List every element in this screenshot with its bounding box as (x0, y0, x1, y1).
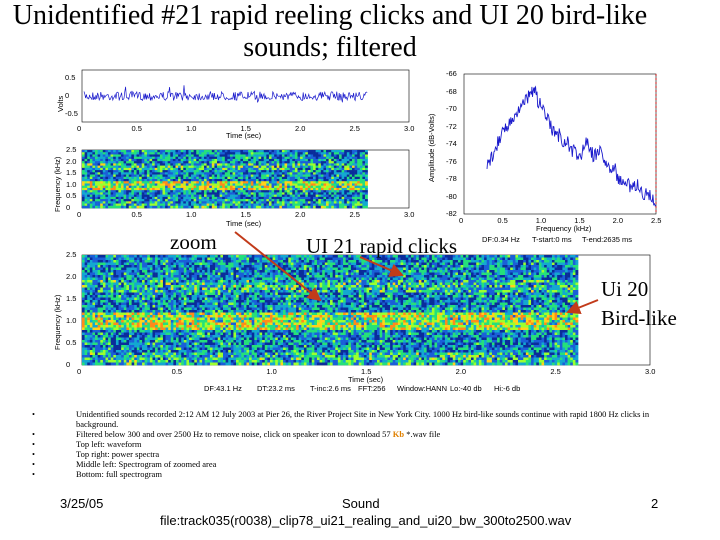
full-spectrogram-x-tick-label: 2.5 (550, 367, 561, 376)
waveform-ylabel: Volts (56, 95, 65, 112)
full-spectrogram-info-item: Hi:-6 db (494, 384, 521, 393)
power-spectrum-y-tick-label: -70 (446, 104, 457, 113)
zoom-spectrogram-y-tick-label: 1.5 (66, 168, 77, 178)
zoom-spectrogram-x-tick-label: 0 (77, 210, 82, 219)
zoom-spectrogram-x-tick-label: 1.0 (186, 210, 197, 219)
waveform-panel: Volts 0.5 0 -0.5 0 0.5 1.0 1.5 2.0 2.5 3.0 Time … (52, 66, 422, 144)
power-spectrum-y-tick-label: -66 (446, 69, 457, 78)
full-spectrogram-x-tick-label: 3.0 (645, 367, 656, 376)
waveform-x-tick-label: 3.0 (404, 124, 415, 133)
note-item-download: • Filtered below 300 and over 2500 Hz to … (32, 429, 441, 439)
power-spectrum-x-tick-label: 1.5 (574, 216, 585, 225)
full-spectrogram-info-item: Lo:-40 db (450, 384, 482, 393)
full-spectrogram-info-item: DF:43.1 Hz (204, 384, 242, 393)
note-item: • Middle left: Spectrogram of zoomed area (32, 459, 217, 469)
note-item: • Bottom: full spectrogram (32, 469, 162, 479)
waveform-x-tick-label: 0.5 (131, 124, 142, 133)
zoom-callout: zoom (170, 230, 217, 254)
full-spectrogram-x-tick-label: 1.5 (361, 367, 372, 376)
waveform-line (83, 85, 368, 103)
full-spectrogram-info-item: DT:23.2 ms (257, 384, 295, 393)
footer-sound-file[interactable]: file:track035(r0038)_clip78_ui21_realing… (160, 513, 572, 528)
full-spectrogram-y-tick-label: 1.5 (66, 294, 77, 303)
full-spectrogram-x-tick-label: 1.0 (266, 367, 277, 376)
power-spectrum-y-tick-label: -82 (446, 209, 457, 218)
power-spectrum-plot (463, 73, 657, 215)
full-spectrogram-info-item: Window:HANN (397, 384, 448, 393)
waveform-y-tick-label: 0 (65, 91, 70, 100)
power-spectrum-tend: T-end:2635 ms (582, 235, 633, 244)
power-spectrum-xlabel: Frequency (kHz) (536, 224, 592, 233)
waveform-x-tick-label: 1.0 (186, 124, 197, 133)
zoom-spectrogram-y-tick-label: 2.5 (66, 145, 77, 154)
zoom-spectrogram-plot (81, 149, 410, 209)
waveform-y-tick-label: 0.5 (65, 73, 76, 82)
full-spectrogram-x-tick-label: 0.5 (171, 367, 183, 376)
zoom-spectrogram-xlabel: Time (sec) (226, 219, 262, 228)
full-spectrogram-x-tick-label: 0 (77, 367, 82, 376)
full-spectrogram-y-tick-label: 0 (66, 360, 71, 369)
zoom-spectrogram-y-tick-label: 0 (66, 203, 71, 212)
zoom-spectrogram-x-tick-label: 3.0 (404, 210, 415, 219)
power-spectrum-line (486, 85, 657, 207)
footer-page-number: 2 (651, 496, 659, 511)
download-size-link[interactable]: Kb (392, 429, 405, 439)
waveform-x-tick-label: 2.5 (349, 124, 360, 133)
full-spectrogram-y-tick-label: 2.5 (66, 250, 77, 259)
zoom-spectrogram-y-tick-label: 1.0 (66, 179, 77, 189)
full-spectrogram-ylabel: Frequency (kHz) (53, 294, 62, 350)
zoom-spectrogram-x-tick-label: 2.0 (295, 210, 306, 219)
zoom-spectrogram-x-tick-label: 1.5 (240, 210, 251, 219)
full-spectrogram-panel: Frequency (kHz) 2.5 2.0 1.5 1.0 0.5 0 0 0.5 1.0… (52, 247, 668, 395)
power-spectrum-x-tick-label: 0.5 (497, 216, 508, 225)
clicks-callout: UI 21 rapid clicks (306, 234, 458, 258)
slide-title: Unidentified #21 rapid reeling clicks an… (12, 0, 648, 63)
full-spectrogram-y-tick-label: 2.0 (66, 272, 77, 281)
power-spectrum-x-tick-label: 2.5 (651, 216, 662, 225)
notes-list: • Unidentified sounds recorded 2:12 AM 12… (30, 409, 690, 479)
waveform-plot (81, 69, 410, 123)
waveform-x-tick-label: 1.5 (240, 124, 251, 133)
zoom-spectrogram-x-tick-label: 0.5 (131, 210, 142, 219)
note-item: • Unidentified sounds recorded 2:12 AM 12… (32, 409, 650, 429)
note-item: • Top left: waveform (32, 439, 142, 449)
power-spectrum-tstart: T-start:0 ms (532, 235, 572, 244)
footer-sound-label: Sound (342, 496, 380, 511)
full-spectrogram-y-tick-label: 0.5 (66, 338, 77, 347)
full-spectrogram-info-item: FFT:256 (358, 384, 386, 393)
bird-callout-line2: Bird-like (601, 306, 677, 330)
power-spectrum-df: DF:0.34 Hz (482, 235, 520, 244)
power-spectrum-y-tick-label: -78 (446, 174, 457, 183)
waveform-x-tick-label: 2.0 (295, 124, 306, 133)
full-spectrogram-plot (81, 254, 651, 366)
power-spectrum-y-tick-label: -72 (446, 121, 457, 131)
power-spectrum-y-tick-label: -68 (446, 86, 457, 96)
power-spectrum-x-tick-label: 1.0 (535, 216, 547, 225)
bird-callout-line1: Ui 20 (601, 277, 649, 301)
zoom-spectrogram-panel: Frequency (kHz) 2.5 2.0 1.5 1.0 0.5 0 0 0.5 1.0… (52, 144, 422, 228)
zoom-spectrogram-y-tick-label: 0.5 (66, 191, 77, 201)
power-spectrum-x-tick-label: 0 (459, 216, 464, 225)
full-spectrogram-info-item: T-inc:2.6 ms (310, 384, 351, 393)
full-spectrogram-x-tick-label: 2.0 (455, 367, 467, 376)
zoom-spectrogram-ylabel: Frequency (kHz) (53, 156, 62, 212)
waveform-y-tick-label: -0.5 (65, 109, 78, 118)
zoom-spectrogram-x-tick-label: 2.5 (349, 210, 360, 219)
note-item: • Top right: power spectra (32, 449, 160, 459)
power-spectrum-panel: Amplitude (dB-Volts) -66 -68 -70 -72 -74 -76 -… (424, 66, 668, 246)
waveform-x-tick-label: 0 (77, 124, 82, 133)
waveform-xlabel: Time (sec) (226, 131, 262, 140)
zoom-spectrogram-y-tick-label: 2.0 (66, 156, 77, 166)
power-spectrum-x-tick-label: 2.0 (612, 216, 624, 225)
power-spectrum-y-tick-label: -74 (446, 139, 457, 148)
full-spectrogram-y-tick-label: 1.0 (66, 316, 77, 325)
power-spectrum-y-tick-label: -76 (446, 156, 457, 166)
footer-date: 3/25/05 (60, 496, 104, 511)
power-spectrum-ylabel: Amplitude (dB-Volts) (427, 113, 436, 182)
power-spectrum-y-tick-label: -80 (446, 191, 457, 201)
full-spectrogram-xlabel: Time (sec) (348, 375, 384, 384)
